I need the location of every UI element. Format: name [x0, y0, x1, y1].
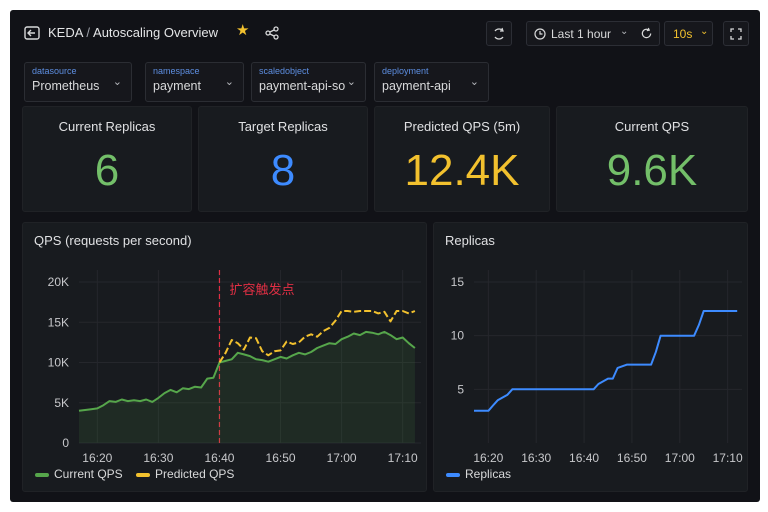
breadcrumb: KEDA / Autoscaling Overview [48, 25, 218, 40]
sync-button[interactable] [486, 21, 512, 46]
refresh-interval-picker[interactable]: 10s ⌄ [664, 21, 713, 46]
y-tick-label: 10 [451, 329, 465, 343]
chevron-down-icon: ⌄ [620, 26, 629, 37]
variable-value: payment-api [382, 79, 451, 93]
legend-item-current-qps[interactable]: Current QPS [35, 467, 123, 481]
variable-value: Prometheus [32, 79, 100, 93]
legend-swatch [446, 472, 460, 477]
replicas-chart: 5 10 15 16:20 16:30 16:40 16:50 17:00 17:10 [451, 270, 743, 465]
chart-legend: Replicas [446, 467, 521, 481]
variable-label: namespace [153, 66, 200, 76]
y-tick-label: 15 [451, 275, 465, 289]
y-tick-label: 5 [457, 382, 464, 396]
refresh-interval-label: 10s [673, 27, 693, 41]
current-qps-area [79, 331, 415, 443]
clock-icon [534, 28, 546, 40]
chevron-down-icon: ⌄ [224, 76, 234, 88]
x-tick-label: 16:30 [521, 451, 551, 465]
chevron-down-icon: ⌄ [700, 26, 709, 37]
x-tick-label: 17:00 [327, 451, 357, 465]
variable-namespace[interactable]: namespace payment ⌄ [145, 62, 244, 102]
replicas-chart-panel[interactable]: Replicas 5 10 15 16:20 16:30 16:40 16:50 17:00 1… [433, 222, 748, 492]
predicted-qps-series-line [218, 310, 416, 364]
x-tick-label: 16:50 [266, 451, 296, 465]
x-tick-label: 16:30 [143, 451, 173, 465]
variable-label: scaledobject [259, 66, 310, 76]
breadcrumb-parent[interactable]: KEDA [48, 25, 84, 40]
stat-panel-predicted-qps[interactable]: Predicted QPS (5m) 12.4K [374, 106, 550, 212]
stat-value: 9.6K [606, 146, 698, 195]
panel-title: QPS (requests per second) [34, 233, 192, 248]
stat-title: Predicted QPS (5m) [403, 119, 521, 134]
variable-scaledobject[interactable]: scaledobject payment-api-so ⌄ [251, 62, 366, 102]
stat-panel-current-qps[interactable]: Current QPS 9.6K [556, 106, 748, 212]
top-bar: KEDA / Autoscaling Overview ★ Last 1 hour … [10, 10, 760, 56]
variable-label: datasource [32, 66, 77, 76]
x-tick-label: 17:10 [388, 451, 418, 465]
chart-legend: Current QPS Predicted QPS [35, 467, 244, 481]
legend-label: Replicas [465, 467, 512, 481]
variable-label: deployment [382, 66, 429, 76]
legend-swatch [136, 472, 151, 477]
share-icon[interactable] [264, 26, 280, 40]
legend-label: Current QPS [54, 467, 123, 481]
replicas-series-line [474, 310, 738, 412]
variable-deployment[interactable]: deployment payment-api ⌄ [374, 62, 489, 102]
variable-value: payment-api-so [259, 79, 346, 93]
y-tick-label: 20K [48, 275, 69, 289]
current-qps-series-line [78, 330, 416, 412]
stat-panel-current-replicas[interactable]: Current Replicas 6 [22, 106, 192, 212]
y-tick-label: 15K [48, 315, 69, 329]
refresh-icon[interactable] [640, 27, 653, 40]
sync-icon [494, 27, 504, 40]
breadcrumb-separator: / [86, 25, 91, 40]
chevron-down-icon: ⌄ [346, 76, 356, 88]
chevron-down-icon: ⌄ [112, 76, 122, 88]
expand-icon [730, 28, 742, 40]
x-tick-label: 16:20 [473, 451, 503, 465]
x-tick-label: 17:10 [713, 451, 743, 465]
variable-value: payment [153, 79, 201, 93]
page-title: Autoscaling Overview [93, 25, 219, 40]
stat-title: Current Replicas [58, 119, 156, 134]
stat-title: Current QPS [614, 119, 690, 134]
x-tick-label: 17:00 [665, 451, 695, 465]
panel-title: Replicas [445, 233, 495, 248]
x-tick-label: 16:40 [569, 451, 599, 465]
stat-panel-target-replicas[interactable]: Target Replicas 8 [198, 106, 368, 212]
stat-value: 12.4K [404, 146, 520, 195]
y-tick-label: 0 [62, 436, 69, 450]
stat-value: 8 [270, 146, 296, 195]
star-icon[interactable]: ★ [236, 22, 250, 39]
chevron-down-icon: ⌄ [469, 76, 479, 88]
legend-item-predicted-qps[interactable]: Predicted QPS [136, 467, 234, 481]
x-tick-label: 16:50 [617, 451, 647, 465]
legend-label: Predicted QPS [155, 467, 235, 481]
time-range-picker[interactable]: Last 1 hour ⌄ [526, 21, 660, 46]
qps-chart: 0 5K 10K 15K 20K 16:20 16:30 16:40 16:50 17:00 17:… [48, 270, 421, 465]
dashboard-frame: KEDA / Autoscaling Overview ★ Last 1 hour … [10, 10, 760, 502]
y-tick-label: 10K [48, 356, 69, 370]
stat-title: Target Replicas [238, 119, 328, 134]
annotation-label: 扩容触发点 [229, 282, 294, 297]
qps-chart-panel[interactable]: QPS (requests per second) 0 5K 10K 15K 20K 16… [22, 222, 427, 492]
stat-value: 6 [94, 146, 120, 195]
x-tick-label: 16:40 [204, 451, 234, 465]
legend-item-replicas[interactable]: Replicas [446, 467, 511, 481]
expand-button[interactable] [723, 21, 749, 46]
x-tick-label: 16:20 [82, 451, 112, 465]
time-range-label: Last 1 hour [551, 27, 612, 41]
legend-swatch [35, 472, 49, 477]
variable-datasource[interactable]: datasource Prometheus ⌄ [24, 62, 132, 102]
dashboard-icon[interactable] [24, 26, 40, 40]
y-tick-label: 5K [54, 396, 69, 410]
